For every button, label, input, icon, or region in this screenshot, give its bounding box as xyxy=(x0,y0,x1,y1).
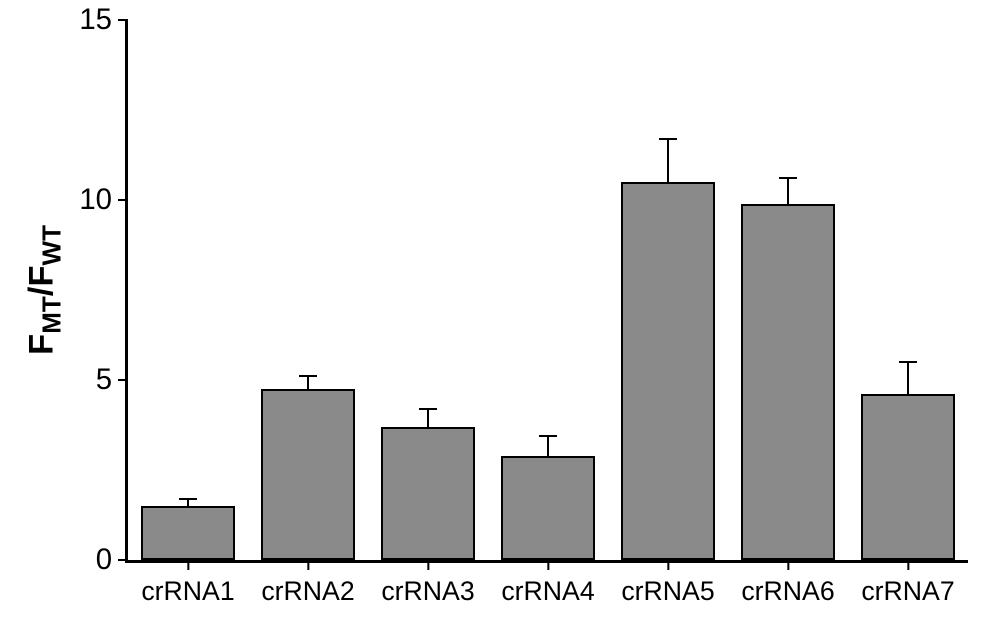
y-tick-mark xyxy=(118,379,128,381)
x-tick-mark xyxy=(907,560,909,570)
y-tick-mark xyxy=(118,19,128,21)
x-tick-mark xyxy=(307,560,309,570)
y-axis-label: FMT/FWT xyxy=(23,225,68,355)
bar xyxy=(141,506,235,560)
x-tick-label: crRNA3 xyxy=(381,576,474,607)
y-tick-label: 15 xyxy=(79,3,112,37)
chart-container: FMT/FWT 051015crRNA1crRNA2crRNA3crRNA4cr… xyxy=(0,0,1000,632)
y-tick: 10 xyxy=(79,183,128,217)
x-tick-label: crRNA4 xyxy=(501,576,594,607)
x-tick-mark xyxy=(547,560,549,570)
error-cap xyxy=(419,408,437,410)
x-tick-mark xyxy=(427,560,429,570)
bar xyxy=(381,427,475,560)
x-tick-label: crRNA1 xyxy=(141,576,234,607)
y-tick-mark xyxy=(118,199,128,201)
error-bar xyxy=(187,499,189,506)
x-tick-label: crRNA7 xyxy=(861,576,954,607)
x-tick: crRNA1 xyxy=(141,560,234,607)
x-tick-label: crRNA6 xyxy=(741,576,834,607)
x-tick-mark xyxy=(787,560,789,570)
y-tick-mark xyxy=(118,559,128,561)
bar xyxy=(261,389,355,560)
x-tick: crRNA3 xyxy=(381,560,474,607)
x-tick: crRNA4 xyxy=(501,560,594,607)
error-bar xyxy=(907,362,909,394)
error-bar xyxy=(307,376,309,389)
x-tick: crRNA6 xyxy=(741,560,834,607)
x-tick-mark xyxy=(187,560,189,570)
x-tick: crRNA2 xyxy=(261,560,354,607)
plot-area: 051015crRNA1crRNA2crRNA3crRNA4crRNA5crRN… xyxy=(125,20,968,563)
y-tick: 15 xyxy=(79,3,128,37)
y-tick: 5 xyxy=(96,363,128,397)
x-tick: crRNA7 xyxy=(861,560,954,607)
error-cap xyxy=(299,375,317,377)
bar xyxy=(501,456,595,560)
error-cap xyxy=(179,498,197,500)
bar xyxy=(741,204,835,560)
x-tick-label: crRNA5 xyxy=(621,576,714,607)
bar xyxy=(861,394,955,560)
y-tick-label: 10 xyxy=(79,183,112,217)
bar xyxy=(621,182,715,560)
error-bar xyxy=(787,178,789,203)
x-tick-mark xyxy=(667,560,669,570)
y-tick-label: 5 xyxy=(96,363,112,397)
error-cap xyxy=(659,138,677,140)
x-tick-label: crRNA2 xyxy=(261,576,354,607)
error-bar xyxy=(427,409,429,427)
y-tick: 0 xyxy=(96,543,128,577)
y-tick-label: 0 xyxy=(96,543,112,577)
error-cap xyxy=(899,361,917,363)
x-tick: crRNA5 xyxy=(621,560,714,607)
error-cap xyxy=(779,177,797,179)
error-bar xyxy=(547,436,549,456)
error-cap xyxy=(539,435,557,437)
error-bar xyxy=(667,139,669,182)
